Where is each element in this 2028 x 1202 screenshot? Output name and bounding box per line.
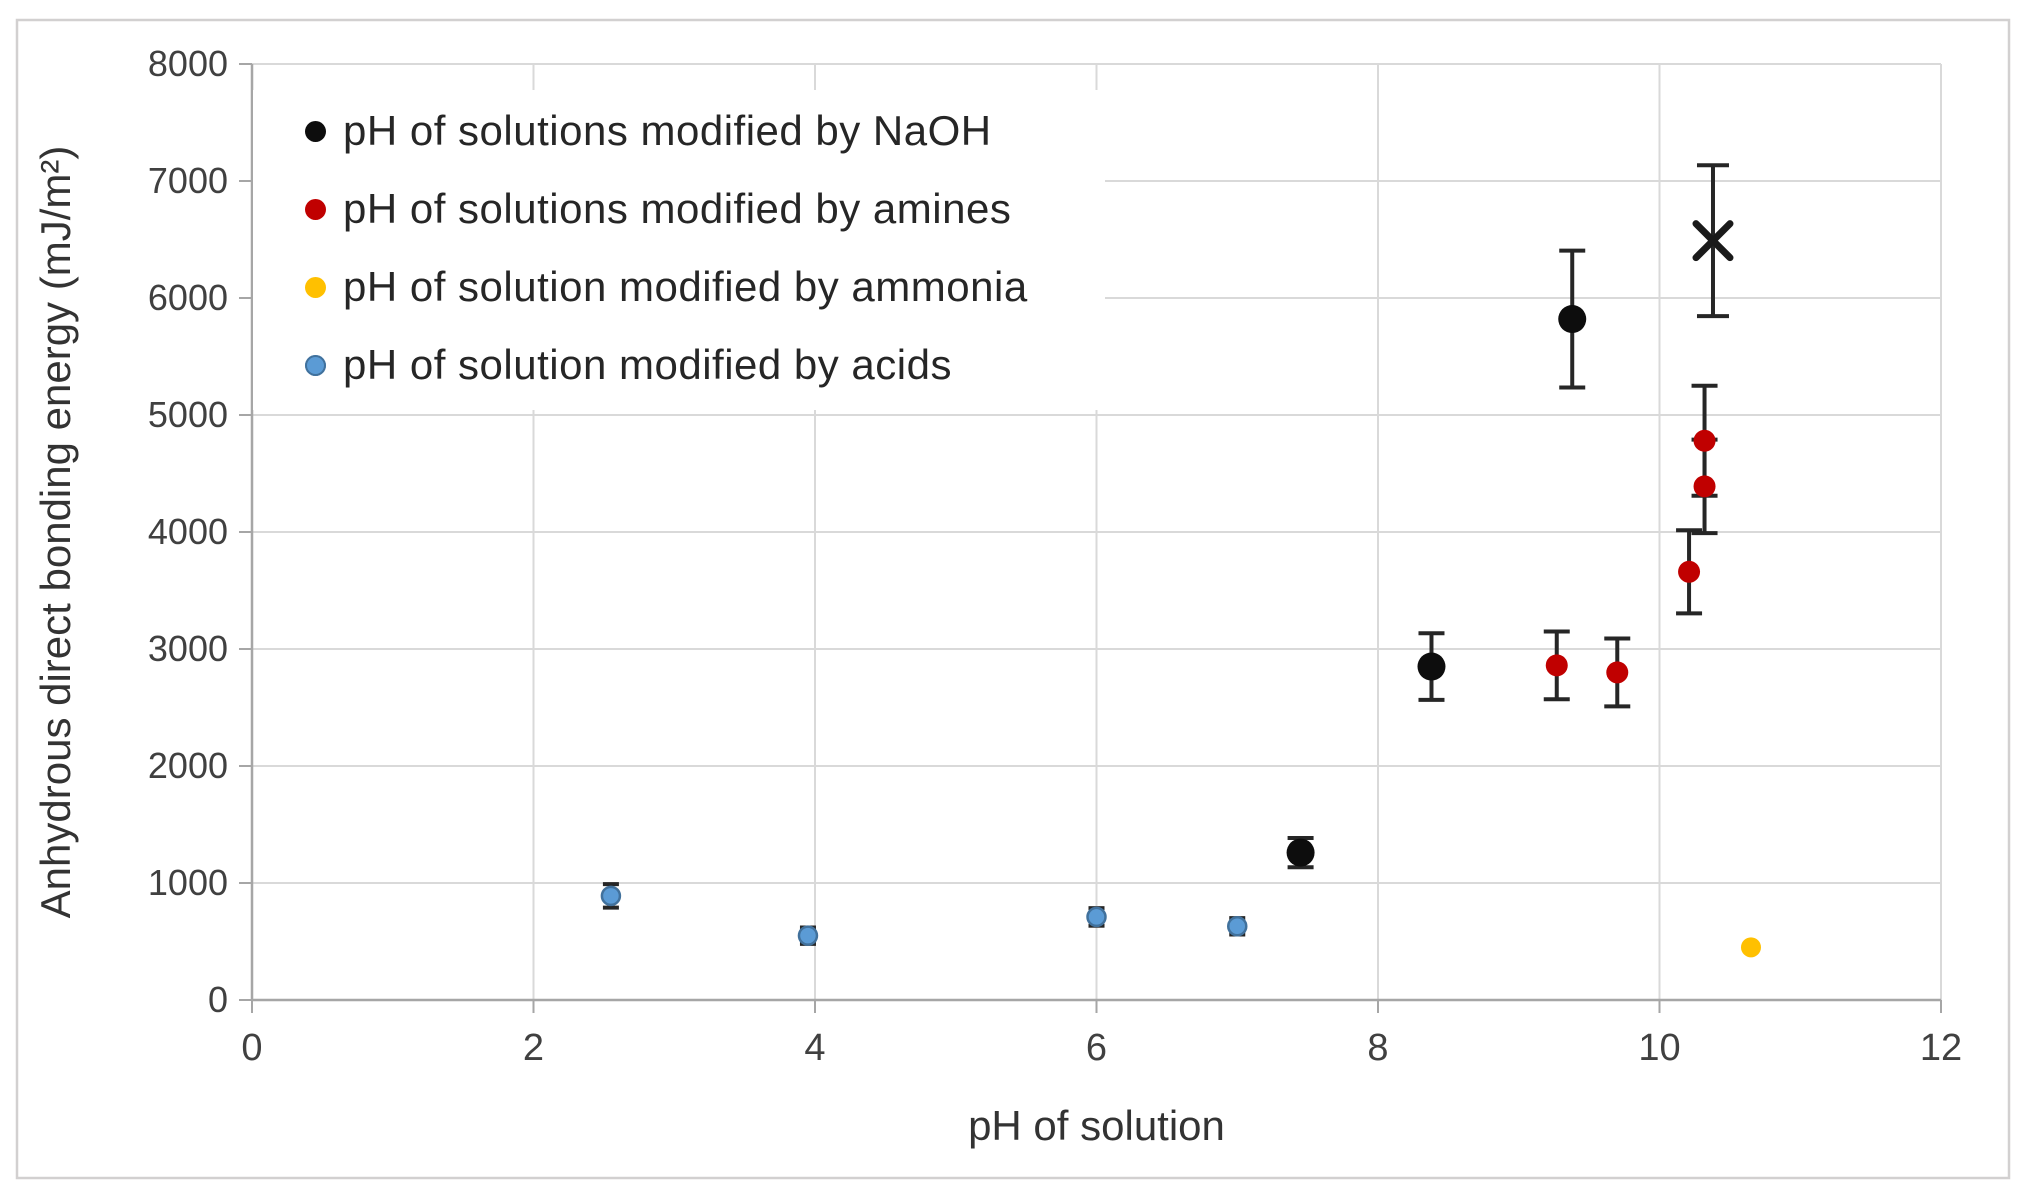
y-tick-label: 0 (208, 979, 228, 1020)
data-point (1086, 906, 1107, 928)
x-axis-title: pH of solution (968, 1102, 1225, 1149)
x-tick-label: 0 (241, 1027, 262, 1069)
x-tick-label: 2 (523, 1027, 544, 1069)
legend-item-amines: pH of solutions modified by amines (305, 170, 1105, 248)
series-1-points (1545, 429, 1716, 684)
legend-marker-amines-icon (305, 198, 326, 220)
legend-label-amines: pH of solutions modified by amines (343, 185, 1012, 232)
data-point (1606, 661, 1629, 684)
data-point (1678, 560, 1701, 583)
y-tick-label: 7000 (148, 160, 228, 201)
x-marker (1692, 220, 1734, 262)
series-0-points (1286, 305, 1587, 867)
y-tick-label: 6000 (148, 277, 228, 318)
data-point (1693, 429, 1716, 452)
legend-item-acids: pH of solution modified by acids (305, 326, 1105, 404)
y-tick-label: 3000 (148, 628, 228, 669)
data-point (1740, 937, 1761, 958)
figure-border (15, 18, 2011, 1180)
data-point (1545, 654, 1568, 677)
legend-marker-acids-icon (305, 354, 326, 376)
y-tick-label: 4000 (148, 511, 228, 552)
legend-label-ammonia: pH of solution modified by ammonia (343, 263, 1028, 310)
data-point (1417, 652, 1446, 681)
legend-item-ammonia: pH of solution modified by ammonia (305, 248, 1105, 326)
tick-labels: 0 2 4 6 8 10 12 0 1000 2000 3000 4000 5000 6000 7000 80… (148, 43, 1962, 1069)
series-2-points (1740, 937, 1761, 958)
x-tick-label: 12 (1920, 1027, 1962, 1069)
data-point (1558, 305, 1587, 334)
x-tick-label: 10 (1638, 1027, 1680, 1069)
data-point (797, 925, 819, 946)
legend-item-naoh: pH of solutions modified by NaOH (305, 92, 1105, 170)
x-tick-label: 4 (804, 1027, 825, 1069)
data-point (1286, 838, 1315, 867)
y-tick-label: 5000 (148, 394, 228, 435)
data-point (1227, 916, 1248, 937)
y-tick-label: 2000 (148, 745, 228, 786)
data-point (600, 885, 622, 907)
x-tick-label: 6 (1086, 1027, 1107, 1069)
x-tick-label: 8 (1367, 1027, 1388, 1069)
legend-marker-ammonia-icon (305, 276, 326, 298)
legend-label-naoh: pH of solutions modified by NaOH (343, 107, 992, 154)
axes (239, 63, 1942, 1013)
legend-label-acids: pH of solution modified by acids (343, 341, 952, 388)
data-point (1693, 475, 1716, 498)
y-tick-label: 1000 (148, 862, 228, 903)
y-tick-label: 8000 (148, 43, 228, 84)
legend-marker-naoh-icon (305, 120, 326, 142)
chart-legend: pH of solutions modified by NaOH pH of s… (253, 90, 1105, 410)
series-3-points (600, 885, 1248, 946)
y-axis-title: Anhydrous direct bonding energy (mJ/m²) (32, 145, 79, 919)
